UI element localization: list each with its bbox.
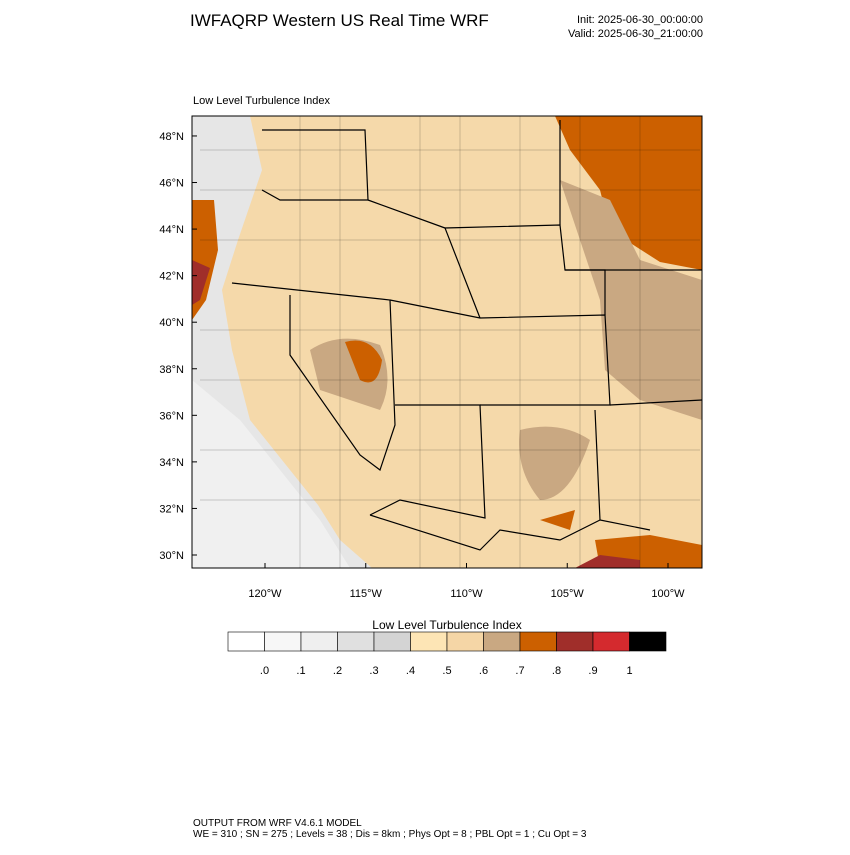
colorbar-box bbox=[373, 631, 411, 652]
footer-line: WE = 310 ; SN = 275 ; Levels = 38 ; Dis … bbox=[193, 829, 587, 840]
colorbar-tick-label: .5 bbox=[442, 665, 451, 677]
lat-label: 44°N bbox=[159, 224, 184, 236]
colorbar-tick-label: .9 bbox=[588, 665, 597, 677]
lon-label: 110°W bbox=[450, 588, 483, 600]
lon-label: 100°W bbox=[651, 588, 685, 600]
lon-label: 120°W bbox=[248, 588, 282, 600]
colorbar-tick-label: .3 bbox=[369, 665, 378, 677]
map bbox=[191, 115, 703, 569]
lon-label: 105°W bbox=[551, 588, 585, 600]
colorbar-tick-label: 1 bbox=[626, 665, 632, 677]
lat-label: 48°N bbox=[159, 131, 184, 143]
colorbar-box bbox=[446, 631, 484, 652]
colorbar-box bbox=[300, 631, 338, 652]
colorbar-tick-label: .0 bbox=[260, 665, 269, 677]
colorbar-box bbox=[629, 631, 667, 652]
map-title: Low Level Turbulence Index bbox=[193, 95, 330, 107]
lat-label: 32°N bbox=[159, 503, 184, 515]
lat-label: 34°N bbox=[159, 457, 184, 469]
lat-label: 40°N bbox=[159, 317, 184, 329]
colorbar-box bbox=[592, 631, 630, 652]
colorbar-box bbox=[556, 631, 594, 652]
colorbar-tick-label: .2 bbox=[333, 665, 342, 677]
footer-line: OUTPUT FROM WRF V4.6.1 MODEL bbox=[193, 818, 362, 829]
lat-label: 42°N bbox=[159, 271, 184, 283]
colorbar: .0 .1 .2 .3 .4 .5 .6 .7 .8 .9 1 bbox=[227, 631, 667, 677]
init-time: Init: 2025-06-30_00:00:00 bbox=[577, 14, 703, 26]
colorbar-box bbox=[337, 631, 375, 652]
colorbar-box bbox=[410, 631, 448, 652]
colorbar-tick-label: .4 bbox=[406, 665, 415, 677]
map-ticks: 48°N 46°N 44°N 42°N 40°N 38°N 36°N 34°N 32°N 30°N… bbox=[159, 131, 685, 600]
colorbar-box bbox=[483, 631, 521, 652]
colorbar-tick-label: .8 bbox=[552, 665, 561, 677]
title: IWFAQRP Western US Real Time WRF bbox=[190, 11, 489, 30]
lat-label: 46°N bbox=[159, 178, 184, 190]
colorbar-box bbox=[264, 631, 302, 652]
colorbar-box bbox=[227, 631, 265, 652]
colorbar-tick-label: .6 bbox=[479, 665, 488, 677]
colorbar-tick-label: .1 bbox=[296, 665, 305, 677]
valid-time: Valid: 2025-06-30_21:00:00 bbox=[568, 28, 703, 40]
lat-label: 30°N bbox=[159, 550, 184, 562]
colorbar-title: Low Level Turbulence Index bbox=[372, 618, 521, 632]
colorbar-box bbox=[519, 631, 557, 652]
lat-label: 36°N bbox=[159, 410, 184, 422]
colorbar-tick-label: .7 bbox=[515, 665, 524, 677]
lat-label: 38°N bbox=[159, 364, 184, 376]
lon-label: 115°W bbox=[350, 588, 383, 600]
